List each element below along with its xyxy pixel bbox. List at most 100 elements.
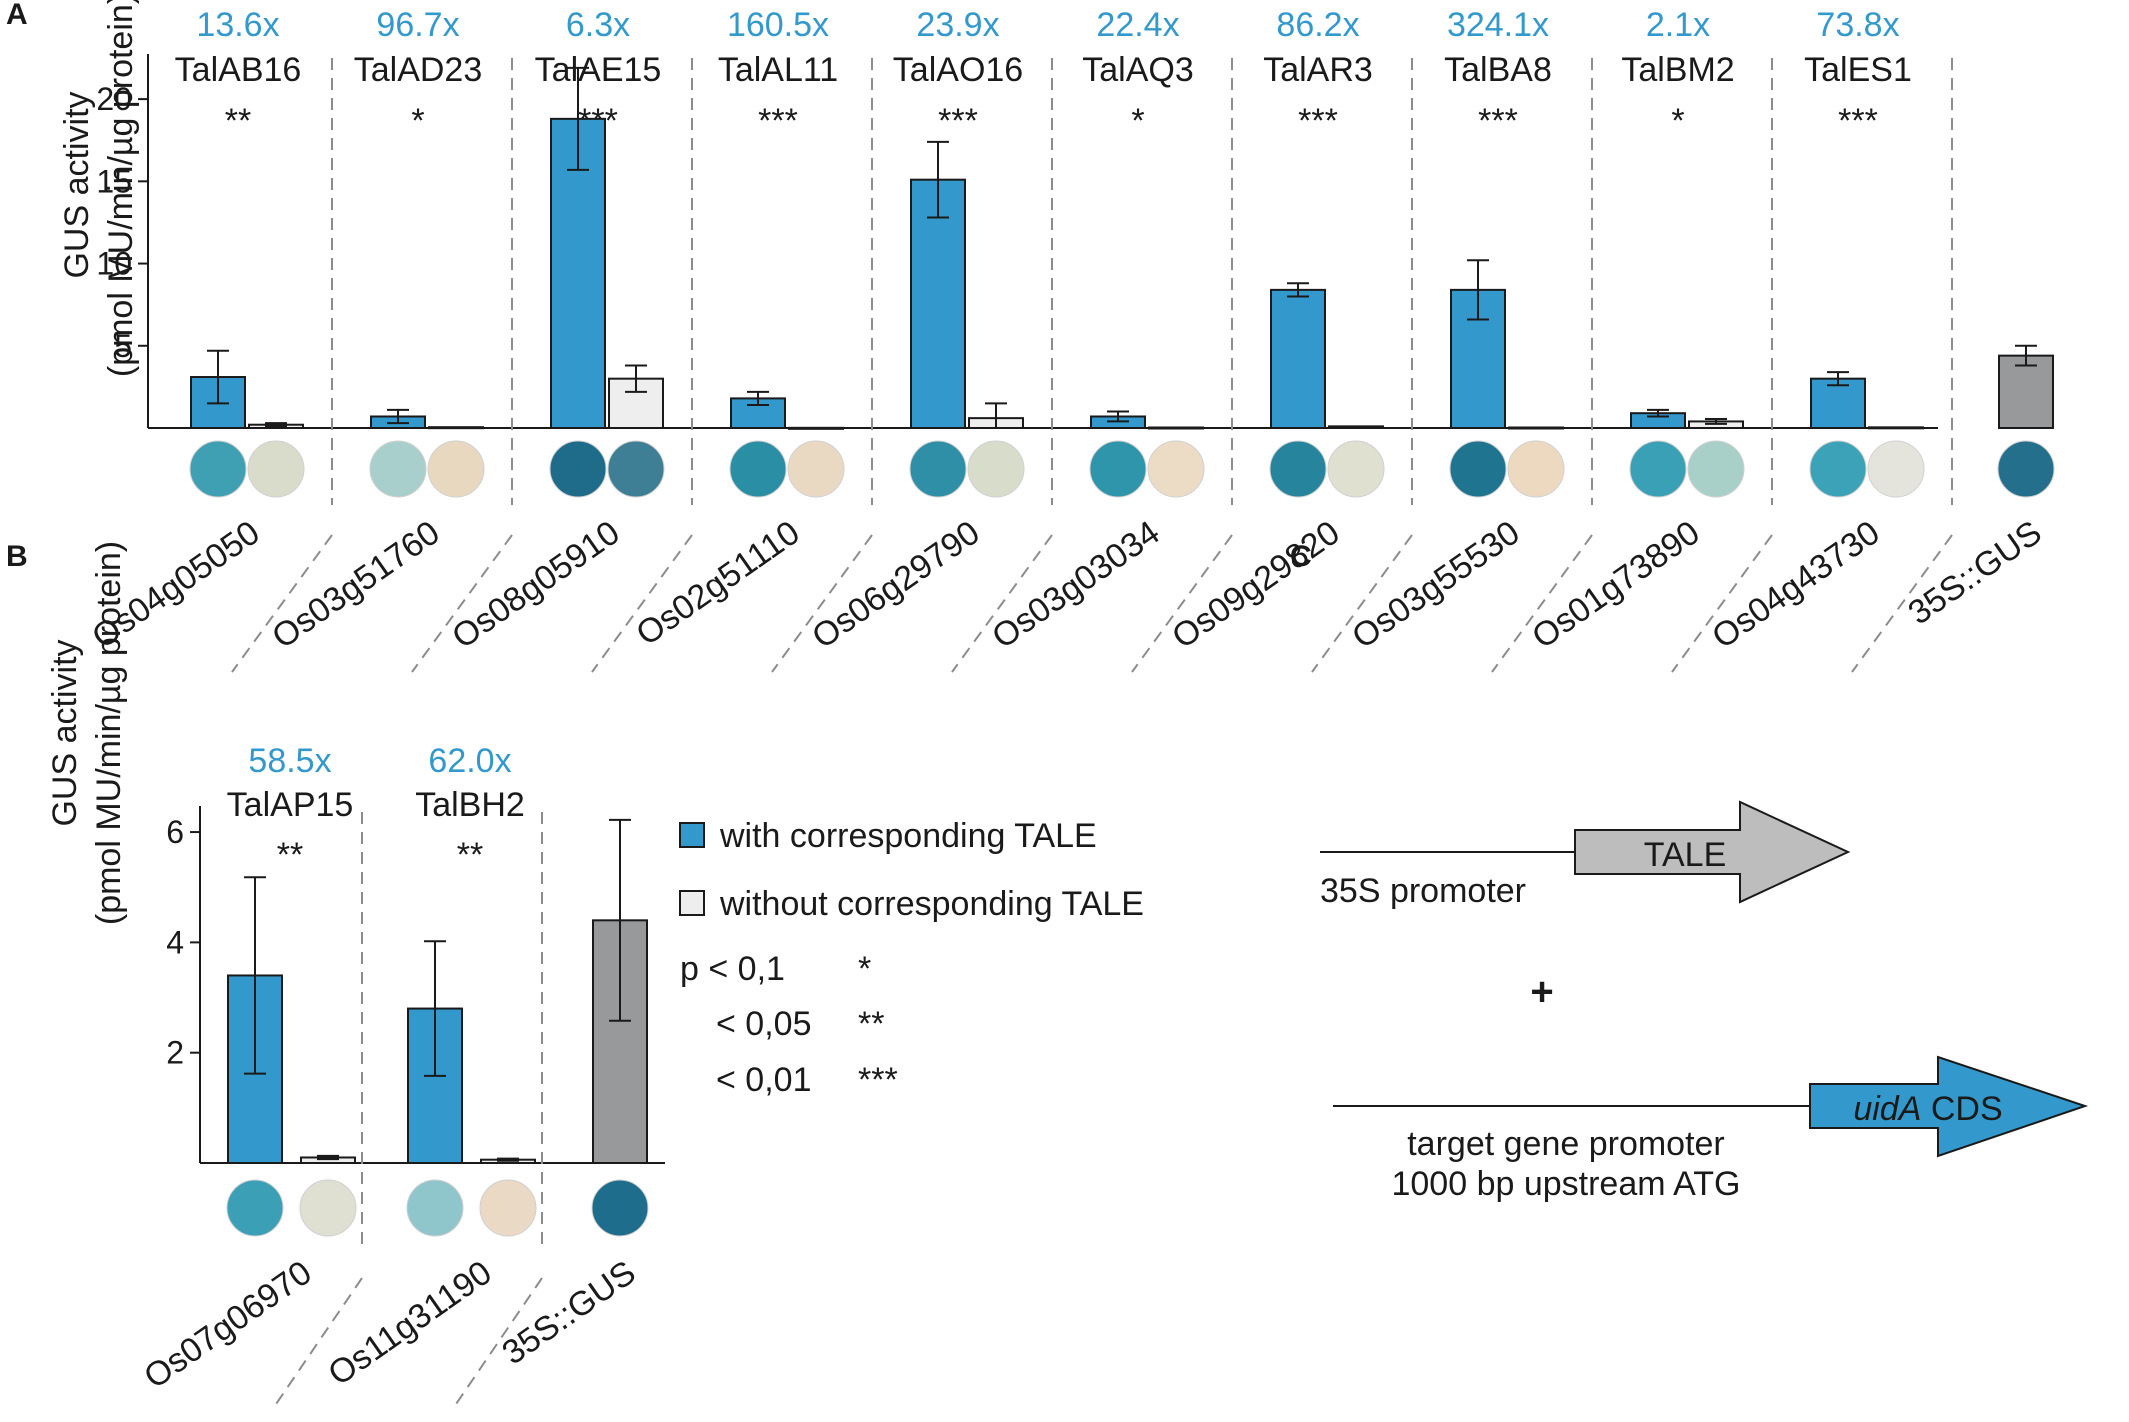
gus-stain-disc-with — [1089, 440, 1147, 498]
uida-arrow — [1809, 1055, 2089, 1158]
tale-name-label: TalBM2 — [1621, 51, 1734, 89]
gene-label: Os08g05910 — [445, 513, 626, 656]
gus-stain-disc-control — [591, 1179, 649, 1237]
gene-label: Os06g29790 — [805, 513, 986, 656]
y-tick-label: 6 — [166, 814, 184, 850]
sig-row-2-stars: ** — [858, 1005, 884, 1043]
legend: with corresponding TALE without correspo… — [679, 817, 1144, 1099]
gus-stain-disc-without — [247, 440, 305, 498]
bar-without-tale — [1868, 426, 1924, 430]
legend-label-without: without corresponding TALE — [719, 885, 1144, 923]
significance-stars: *** — [938, 102, 978, 140]
gene-label: Os01g73890 — [1525, 513, 1706, 656]
gus-stain-disc-without — [607, 440, 665, 498]
significance-stars: *** — [758, 102, 798, 140]
panel-label-b: B — [6, 540, 28, 573]
y-tick-label: 2 — [166, 1035, 184, 1071]
bar-without-tale — [1328, 425, 1384, 430]
gene-label: Os04g43730 — [1705, 513, 1886, 656]
fold-change-label: 62.0x — [428, 742, 511, 780]
significance-stars: *** — [1838, 102, 1878, 140]
panel-a-ylabel-line1: GUS activity — [58, 91, 96, 278]
gus-stain-disc-without — [427, 440, 485, 498]
gene-label: Os11g31190 — [321, 1253, 498, 1393]
gus-stain-disc-without — [1867, 440, 1925, 498]
label-divider — [771, 534, 873, 673]
fold-change-label: 73.8x — [1816, 6, 1899, 44]
y-tick-label: 15 — [96, 163, 132, 199]
label-divider — [271, 1277, 363, 1411]
bar-without-tale — [1508, 426, 1564, 430]
panel-a-ylabel-line2: (pmol MU/min/µg protein) — [102, 0, 140, 377]
gus-stain-disc-control — [1997, 440, 2055, 498]
gus-stain-disc-without — [479, 1179, 537, 1237]
bar-control — [1998, 354, 2054, 429]
gus-stain-disc-with — [1629, 440, 1687, 498]
label-divider — [1131, 534, 1233, 673]
tale-name-label: TalAR3 — [1263, 51, 1373, 89]
gus-stain-disc-with — [189, 440, 247, 498]
panel-label-a: A — [6, 0, 28, 31]
tale-arrow — [1574, 800, 1851, 904]
sig-row-1-stars: * — [858, 950, 871, 988]
fold-change-label: 96.7x — [376, 6, 459, 44]
significance-stars: ** — [277, 836, 303, 874]
panel-b-chart: GUS activity (pmol MU/min/µg protein) 2 4… — [46, 541, 665, 1411]
gene-label: Os09g29820 — [1165, 513, 1346, 656]
cds-word: CDS — [1921, 1090, 2002, 1128]
promoter-35s-label: 35S promoter — [1320, 872, 1526, 910]
gus-stain-disc-with — [1449, 440, 1507, 498]
tale-label: TALE — [1644, 836, 1727, 874]
gene-label: Os03g51760 — [265, 513, 446, 656]
bar-with-tale — [1270, 288, 1326, 429]
bar-without-tale — [428, 426, 484, 430]
gus-stain-disc-with — [909, 440, 967, 498]
gus-stain-disc-with — [1809, 440, 1867, 498]
significance-stars: *** — [1298, 102, 1338, 140]
tale-name-label: TalES1 — [1804, 51, 1912, 89]
sig-row-3-condition: < 0,01 — [716, 1061, 811, 1099]
gus-stain-disc-with — [1269, 440, 1327, 498]
y-tick-label: 4 — [166, 924, 184, 960]
panel-b-ylabel-line1: GUS activity — [46, 639, 84, 826]
target-promoter-line2: 1000 bp upstream ATG — [1391, 1165, 1740, 1203]
gus-stain-disc-with — [549, 440, 607, 498]
fold-change-label: 23.9x — [916, 6, 999, 44]
tale-name-label: TalAD23 — [354, 51, 483, 89]
significance-stars: ** — [457, 836, 483, 874]
gus-stain-disc-with — [226, 1179, 284, 1237]
sig-row-2-condition: < 0,05 — [716, 1005, 811, 1043]
label-divider — [1671, 534, 1773, 673]
target-promoter-line1: target gene promoter — [1407, 1125, 1725, 1163]
bar-without-tale — [1148, 426, 1204, 430]
gene-label: Os03g55530 — [1345, 513, 1526, 656]
gus-stain-disc-with — [406, 1179, 464, 1237]
gus-stain-disc-without — [1507, 440, 1565, 498]
fold-change-label: 324.1x — [1447, 6, 1549, 44]
fold-change-label: 13.6x — [196, 6, 279, 44]
bar-with-tale — [910, 178, 966, 429]
label-divider — [1491, 534, 1593, 673]
label-divider — [451, 1277, 543, 1411]
uida-cds-label: uidA CDS — [1853, 1090, 2002, 1128]
tale-name-label: TalBH2 — [415, 786, 525, 824]
gene-label: Os03g03034 — [985, 513, 1166, 656]
gus-stain-disc-without — [787, 440, 845, 498]
label-divider — [1311, 534, 1413, 673]
panel-a-chart: GUS activity (pmol MU/min/µg protein) 5 1… — [58, 0, 2055, 673]
gus-stain-disc-with — [729, 440, 787, 498]
gus-stain-disc-without — [967, 440, 1025, 498]
fold-change-label: 6.3x — [566, 6, 630, 44]
bar-without-tale — [788, 426, 844, 430]
gene-label: Os07g06970 — [137, 1253, 318, 1396]
y-tick-label: 10 — [96, 246, 132, 282]
significance-stars: * — [1131, 102, 1144, 140]
fold-change-label: 58.5x — [248, 742, 331, 780]
panel-label-c: C — [1290, 540, 1312, 573]
significance-stars: ** — [225, 102, 251, 140]
panel-b-ylabel-line2: (pmol MU/min/µg protein) — [90, 541, 128, 925]
label-divider — [591, 534, 693, 673]
tale-name-label: TalAB16 — [175, 51, 302, 89]
tale-name-label: TalBA8 — [1444, 51, 1552, 89]
